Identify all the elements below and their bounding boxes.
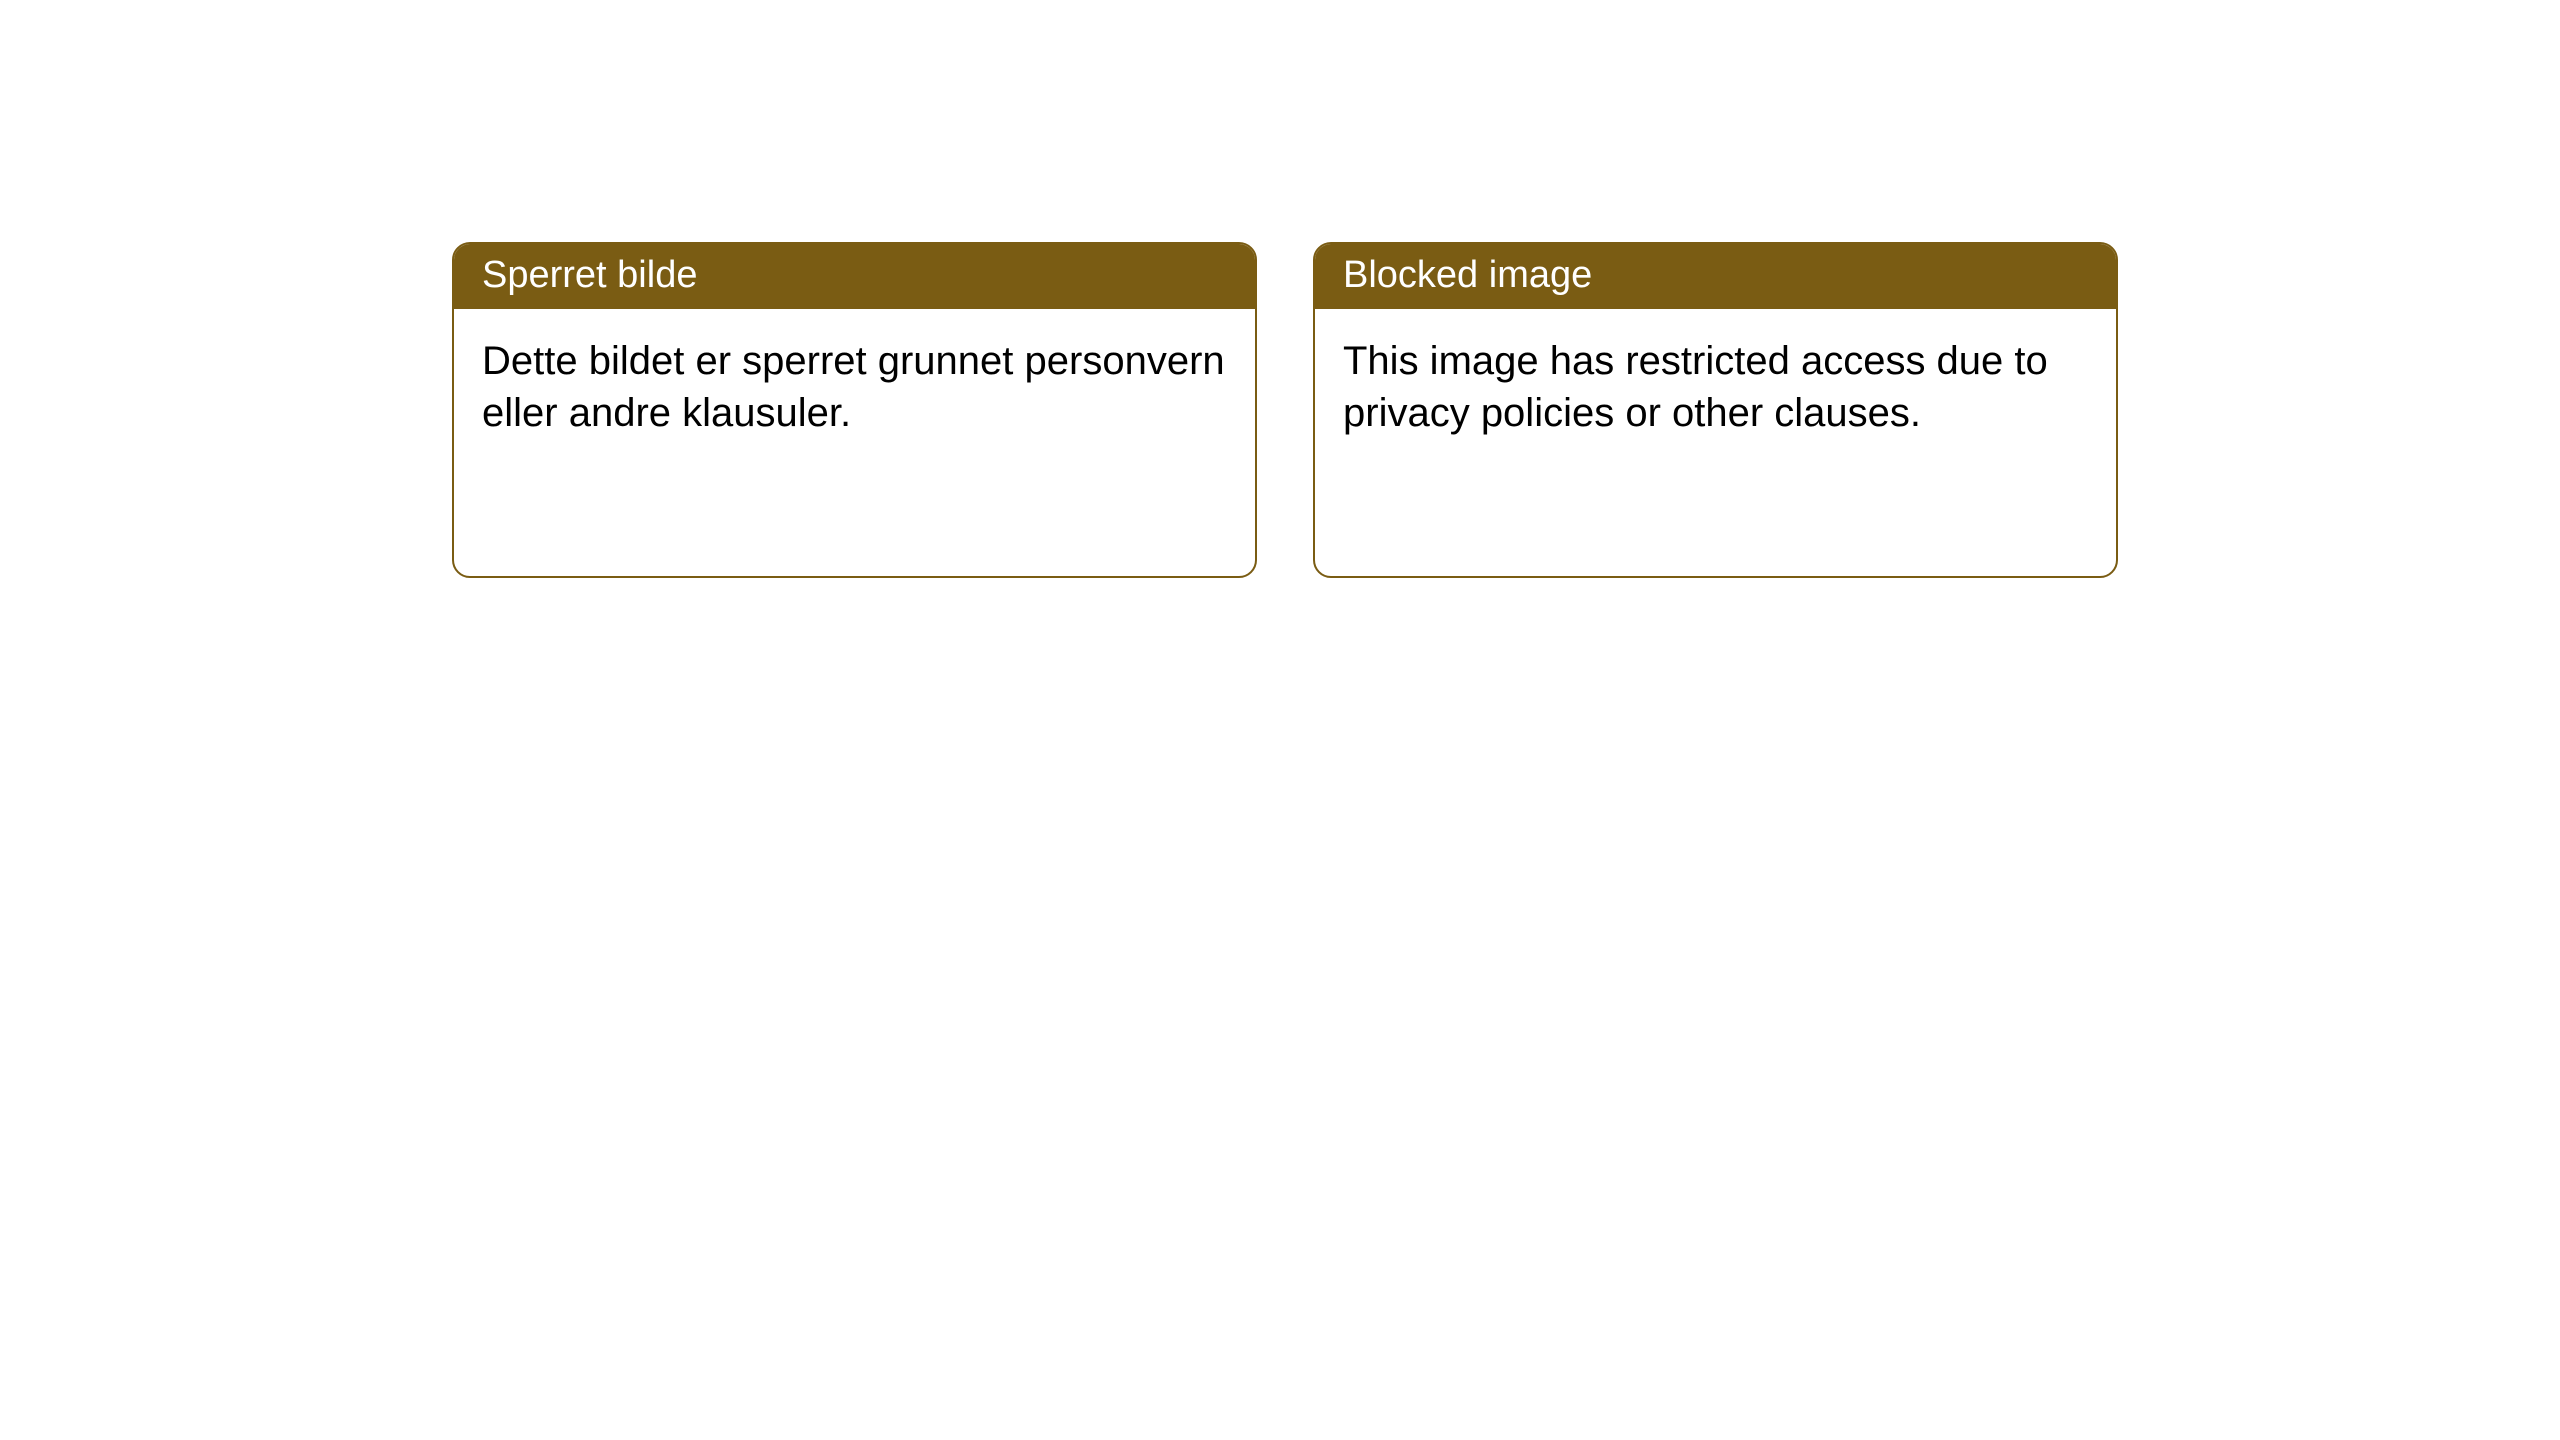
notice-box-norwegian: Sperret bilde Dette bildet er sperret gr… [452,242,1257,578]
notice-header: Blocked image [1315,244,2116,309]
notice-title: Sperret bilde [482,254,697,296]
notice-body: Dette bildet er sperret grunnet personve… [454,309,1255,465]
notice-text: Dette bildet er sperret grunnet personve… [482,339,1225,435]
notice-title: Blocked image [1343,254,1592,296]
notice-header: Sperret bilde [454,244,1255,309]
notice-box-english: Blocked image This image has restricted … [1313,242,2118,578]
notice-container: Sperret bilde Dette bildet er sperret gr… [0,0,2560,578]
notice-body: This image has restricted access due to … [1315,309,2116,465]
notice-text: This image has restricted access due to … [1343,339,2048,435]
